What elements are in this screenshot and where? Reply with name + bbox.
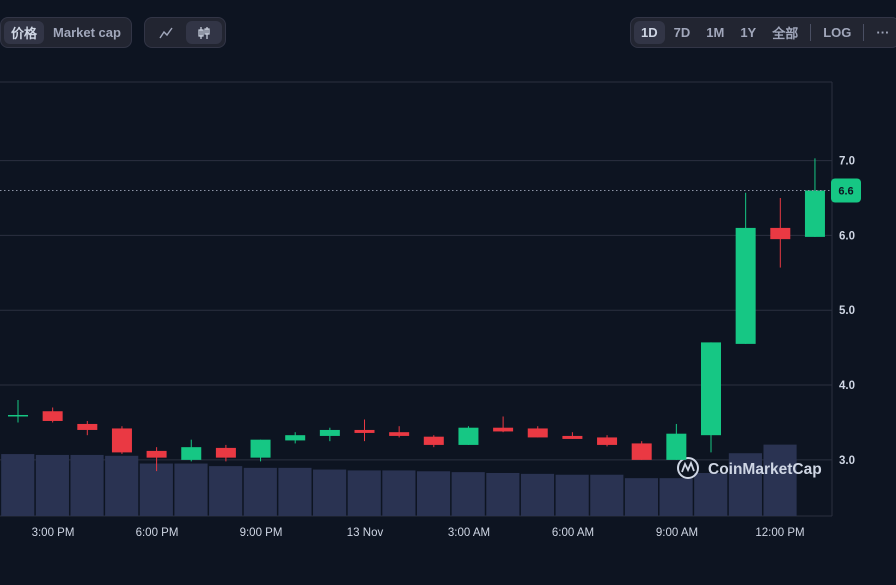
x-tick-label: 3:00 PM <box>32 527 75 539</box>
candle-body <box>770 227 791 240</box>
candle-body <box>597 437 618 445</box>
candle-body <box>77 423 98 430</box>
volume-bar <box>555 474 589 516</box>
volume-bar <box>590 474 624 516</box>
watermark-text: CoinMarketCap <box>708 461 822 478</box>
tab-range-1y[interactable]: 1Y <box>740 25 757 40</box>
tab-market-cap[interactable]: Market cap <box>53 25 121 40</box>
line-chart-button[interactable] <box>148 21 184 44</box>
range-tab-group: 1D 7D 1M 1Y 全部 LOG ··· <box>630 17 896 48</box>
log-scale-button[interactable]: LOG <box>823 25 852 40</box>
candle-body <box>319 429 340 436</box>
candle-body <box>458 427 479 445</box>
tab-range-7d[interactable]: 7D <box>673 25 691 40</box>
candle-body <box>146 450 167 458</box>
more-options-button[interactable]: ··· <box>876 25 890 40</box>
volume-bar <box>70 454 104 516</box>
candle-body <box>250 439 271 458</box>
y-tick-label: 6.0 <box>839 230 855 242</box>
candle-body <box>215 447 236 458</box>
tab-price[interactable]: 价格 <box>4 21 45 44</box>
current-price-badge <box>831 178 861 203</box>
volume-bar <box>659 478 693 516</box>
y-tick-label: 5.0 <box>839 305 855 317</box>
volume-bar <box>382 470 416 516</box>
volume-bar <box>1 454 35 516</box>
volume-bar <box>520 473 555 516</box>
candle-body <box>527 428 548 438</box>
line-chart-icon <box>159 27 173 38</box>
volume-bars <box>1 444 797 516</box>
volume-bar <box>313 469 347 516</box>
x-tick-label: 12:00 PM <box>755 527 804 539</box>
y-tick-label: 4.0 <box>839 380 855 392</box>
candle-body <box>735 227 756 344</box>
candle-body <box>562 435 583 439</box>
candle-body <box>423 436 444 445</box>
candle-body <box>701 342 721 436</box>
toolbar-divider <box>863 24 865 41</box>
candle-body <box>493 427 514 432</box>
x-tick-label: 9:00 PM <box>240 527 283 539</box>
volume-bar <box>347 470 381 516</box>
candles <box>8 158 825 472</box>
x-tick-label: 13 Nov <box>347 527 384 539</box>
candle-body <box>631 443 652 460</box>
tab-range-1m[interactable]: 1M <box>706 25 725 40</box>
axes: 3.0 4.0 5.0 6.0 7.0 3:00 PM 6:00 PM 9:00 PM 13 N… <box>0 156 861 539</box>
volume-bar <box>728 453 762 516</box>
volume-bar <box>416 471 451 516</box>
tab-range-1d[interactable]: 1D <box>634 21 665 44</box>
volume-bar <box>763 444 797 516</box>
toolbar-divider <box>810 24 812 41</box>
metric-tab-group: 价格 Market cap <box>0 17 132 48</box>
volume-bar <box>35 454 69 516</box>
volume-bar <box>624 478 659 516</box>
volume-bar <box>278 467 312 516</box>
y-tick-label: 3.0 <box>839 455 855 467</box>
candle-body <box>8 414 28 417</box>
candle-body <box>389 432 410 436</box>
volume-bar <box>243 467 277 516</box>
candle-body <box>354 429 375 433</box>
y-tick-label: 7.0 <box>839 156 855 168</box>
volume-bar <box>209 466 243 516</box>
chart-type-group <box>144 17 226 48</box>
x-tick-label: 6:00 AM <box>552 527 594 539</box>
x-tick-label: 9:00 AM <box>656 527 698 539</box>
candle-body <box>285 435 306 441</box>
volume-bar <box>486 473 520 516</box>
current-price-label: 6.6 <box>838 186 853 198</box>
watermark: CoinMarketCap <box>677 457 822 479</box>
volume-bar <box>694 473 728 516</box>
grid <box>0 81 833 517</box>
chart-toolbar: 价格 Market cap 1D 7D 1M 1Y 全部 LOG ··· <box>0 0 896 64</box>
volume-bar <box>105 455 139 516</box>
volume-bar <box>174 463 208 516</box>
x-tick-label: 3:00 AM <box>448 527 490 539</box>
tab-range-all[interactable]: 全部 <box>772 26 799 41</box>
volume-bar <box>139 463 173 516</box>
volume-bar <box>451 472 485 516</box>
x-tick-label: 6:00 PM <box>136 527 179 539</box>
candlestick-icon <box>198 26 210 39</box>
candle-body <box>111 428 132 453</box>
candle-body <box>181 447 202 460</box>
candle-body <box>804 190 825 237</box>
candlestick-button[interactable] <box>186 21 222 44</box>
candle-body <box>42 411 63 421</box>
candle-body <box>666 433 687 460</box>
coinmarketcap-logo-icon <box>677 457 699 479</box>
